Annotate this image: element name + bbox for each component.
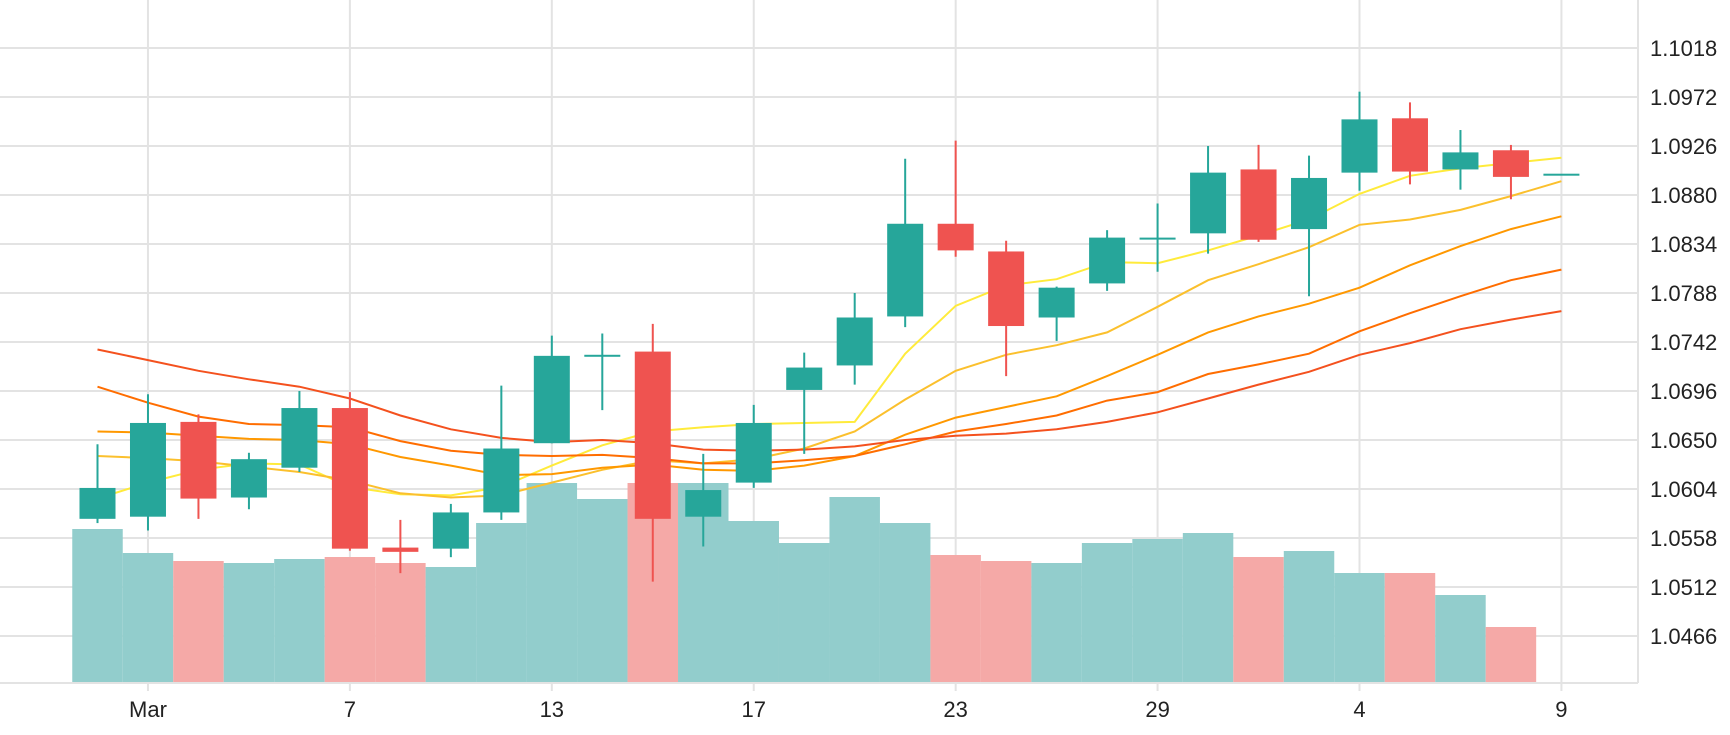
volume-bar: [778, 543, 830, 683]
candle-body: [836, 317, 873, 366]
candle-body: [281, 408, 318, 468]
candle-body: [634, 351, 671, 519]
candle-body: [1492, 150, 1529, 177]
volume-bar: [930, 555, 981, 683]
volume-bar: [223, 563, 275, 683]
volume-bar: [728, 521, 779, 683]
volume-bar: [476, 523, 527, 683]
x-tick-label: Mar: [129, 697, 167, 722]
candle-body: [584, 354, 621, 357]
candle-body: [1240, 169, 1277, 240]
x-tick-label: 29: [1145, 697, 1169, 722]
y-tick-label: 1.0880: [1650, 183, 1717, 208]
x-tick-label: 7: [344, 697, 356, 722]
candle-body: [1038, 287, 1075, 318]
volume-bar: [1283, 551, 1335, 683]
volume-bar: [980, 561, 1032, 683]
candle-body: [887, 223, 924, 317]
y-tick-label: 1.0926: [1650, 134, 1717, 159]
volume-bar: [1233, 557, 1284, 683]
x-tick-label: 4: [1353, 697, 1365, 722]
y-tick-label: 1.0972: [1650, 85, 1717, 110]
candle-body: [937, 223, 974, 251]
candle-body: [1543, 173, 1580, 176]
volume-bar: [72, 529, 123, 683]
volume-bar: [425, 567, 477, 683]
volume-bar: [173, 561, 224, 683]
volume-bar: [1081, 543, 1133, 683]
candle-body: [79, 487, 116, 519]
candle-body: [432, 512, 469, 549]
candle-body: [1139, 237, 1176, 240]
candle-body: [230, 459, 267, 498]
y-tick-label: 1.0558: [1650, 526, 1717, 551]
candle-body: [1341, 119, 1378, 173]
volume-bar: [122, 553, 174, 683]
candle-body: [1190, 172, 1227, 234]
volume-bar: [324, 557, 376, 683]
x-tick-label: 9: [1555, 697, 1567, 722]
y-tick-label: 1.0742: [1650, 330, 1717, 355]
volume-bar: [1182, 533, 1234, 683]
y-tick-label: 1.0650: [1650, 428, 1717, 453]
volume-bar: [1384, 573, 1436, 683]
candle-body: [1089, 237, 1126, 284]
candle-body: [129, 422, 166, 517]
moving-average-line: [97, 310, 1562, 452]
y-tick-label: 1.0788: [1650, 281, 1717, 306]
volume-bars: [72, 483, 1537, 683]
y-tick-label: 1.0466: [1650, 624, 1717, 649]
candle-body: [1391, 118, 1428, 172]
candle-body: [1291, 177, 1328, 230]
volume-bar: [1435, 595, 1486, 683]
candle-body: [1442, 152, 1479, 170]
candle-body: [180, 421, 217, 499]
candle-body: [735, 422, 772, 483]
volume-bar: [829, 497, 880, 683]
candle-body: [483, 448, 520, 513]
x-tick-label: 23: [943, 697, 967, 722]
x-tick-label: 13: [540, 697, 564, 722]
candle-body: [331, 408, 368, 549]
volume-bar: [375, 563, 426, 683]
y-tick-label: 1.0834: [1650, 232, 1717, 257]
volume-bar: [526, 483, 578, 683]
y-tick-label: 1.1018: [1650, 36, 1717, 61]
y-tick-label: 1.0696: [1650, 379, 1717, 404]
candles: [79, 91, 1580, 582]
candle-body: [988, 251, 1025, 327]
volume-bar: [1132, 539, 1183, 683]
volume-bar: [577, 499, 628, 683]
y-tick-label: 1.0512: [1650, 575, 1717, 600]
x-tick-label: 17: [741, 697, 765, 722]
volume-bar: [879, 523, 931, 683]
volume-bar: [1031, 563, 1082, 683]
volume-bar: [274, 559, 325, 683]
candle-body: [382, 547, 419, 552]
y-tick-label: 1.0604: [1650, 477, 1717, 502]
volume-bar: [1485, 627, 1537, 683]
candle-body: [685, 490, 722, 517]
axes: 1.1018 1.0972 1.0926 1.0880 1.0834 1.0788 1.07…: [0, 0, 1717, 722]
candle-body: [786, 367, 823, 390]
candle-body: [533, 355, 570, 444]
volume-bar: [1334, 573, 1385, 683]
